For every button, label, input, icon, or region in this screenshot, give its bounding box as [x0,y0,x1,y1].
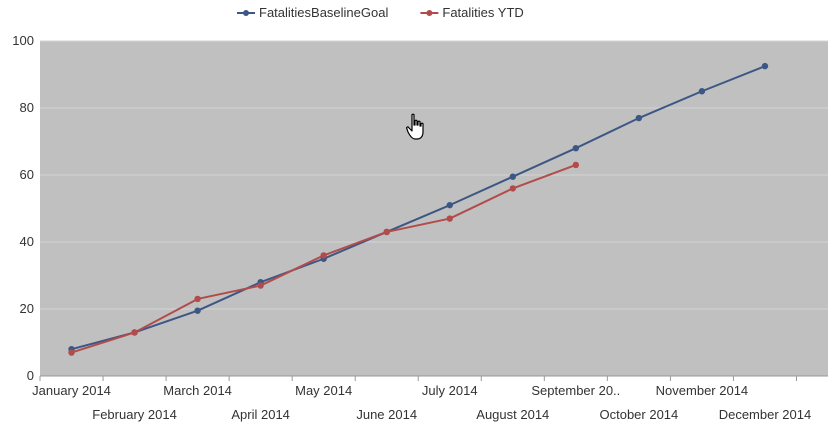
legend-swatch-marker [243,10,249,16]
x-tick-label: February 2014 [92,407,177,422]
x-tick-label: May 2014 [295,383,352,398]
x-tick-label: October 2014 [599,407,678,422]
series-line-1 [71,65,766,351]
data-point [635,114,643,122]
y-tick-label: 0 [27,368,34,383]
data-point [572,161,580,169]
y-tick-label: 40 [20,234,34,249]
series-layer [68,62,769,356]
x-tick-label: September 20.. [531,383,620,398]
data-point [698,88,706,95]
legend: FatalitiesBaselineGoal Fatalities YTD [237,5,524,20]
plot-area [40,41,828,376]
x-tick-label: December 2014 [719,407,812,422]
data-point [194,307,201,314]
data-point [509,173,516,180]
legend-label: FatalitiesBaselineGoal [259,5,388,20]
data-point [446,201,453,209]
x-tick-label: April 2014 [231,407,290,422]
data-point [257,282,264,289]
x-tick-label: August 2014 [476,407,549,422]
y-axis: 0 20 40 60 80 100 [12,33,34,383]
hand-cursor-icon [406,113,424,140]
x-tick-label: March 2014 [163,383,232,398]
x-axis: January 2014 February 2014 March 2014 April… [32,375,828,422]
data-point [572,145,580,152]
data-point [446,215,453,222]
y-tick-label: 80 [20,100,34,115]
y-tick-label: 20 [20,301,34,316]
data-point [761,62,769,70]
data-point [131,329,138,336]
gridlines [40,40,828,310]
data-point [68,349,75,356]
y-tick-label: 100 [12,33,34,48]
x-tick-label: January 2014 [32,383,111,398]
legend-label: Fatalities YTD [442,5,523,20]
data-point [383,228,390,236]
data-point [509,185,516,192]
y-tick-label: 60 [20,167,34,182]
x-tick-label: June 2014 [356,407,417,422]
x-tick-label: November 2014 [656,383,749,398]
data-point [320,252,327,259]
data-point [194,295,201,303]
legend-swatch-marker [426,10,433,16]
x-tick-label: July 2014 [422,383,478,398]
